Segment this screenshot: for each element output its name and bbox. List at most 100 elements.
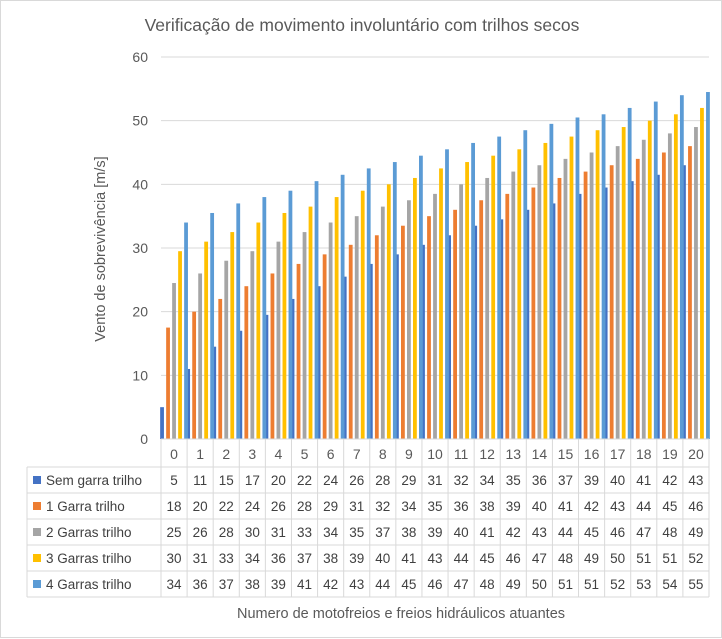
data-label: 42 bbox=[662, 473, 677, 488]
data-label: 29 bbox=[401, 473, 416, 488]
bar bbox=[679, 95, 684, 439]
bar bbox=[308, 206, 313, 439]
bar bbox=[523, 130, 528, 439]
bar bbox=[601, 114, 606, 440]
x-tick-label: 3 bbox=[248, 446, 256, 462]
data-label: 38 bbox=[480, 499, 495, 514]
bar bbox=[244, 286, 249, 439]
data-label: 15 bbox=[219, 473, 234, 488]
bar bbox=[334, 197, 339, 439]
data-label: 50 bbox=[532, 577, 547, 592]
legend-label: 2 Garras trilho bbox=[46, 525, 132, 540]
bar bbox=[178, 251, 182, 439]
x-tick-label: 15 bbox=[558, 446, 574, 462]
data-label: 47 bbox=[454, 577, 469, 592]
bar bbox=[186, 368, 191, 439]
bar bbox=[210, 212, 215, 439]
x-tick-label: 9 bbox=[405, 446, 413, 462]
bar bbox=[386, 184, 391, 439]
bar bbox=[595, 130, 600, 439]
bar bbox=[589, 152, 594, 439]
data-label: 28 bbox=[297, 499, 312, 514]
x-tick-label: 8 bbox=[379, 446, 387, 462]
bar bbox=[419, 155, 423, 439]
data-label: 44 bbox=[558, 525, 574, 540]
bar bbox=[485, 177, 490, 439]
x-tick-label: 13 bbox=[505, 446, 521, 462]
bar bbox=[453, 209, 457, 439]
data-label: 34 bbox=[401, 499, 417, 514]
data-label: 50 bbox=[610, 551, 625, 566]
data-label: 34 bbox=[323, 525, 339, 540]
data-label: 35 bbox=[349, 525, 364, 540]
data-label: 51 bbox=[662, 551, 677, 566]
bar bbox=[603, 187, 608, 439]
data-label: 24 bbox=[323, 473, 339, 488]
data-label: 49 bbox=[584, 551, 599, 566]
data-label: 43 bbox=[532, 525, 547, 540]
bar bbox=[667, 133, 672, 439]
bar bbox=[445, 149, 449, 440]
data-label: 34 bbox=[480, 473, 496, 488]
data-label: 31 bbox=[349, 499, 364, 514]
bar bbox=[635, 158, 640, 439]
data-label: 26 bbox=[271, 499, 286, 514]
bar bbox=[250, 251, 255, 439]
data-label: 30 bbox=[245, 525, 260, 540]
bar bbox=[688, 146, 692, 439]
data-label: 32 bbox=[375, 499, 390, 514]
data-label: 46 bbox=[427, 577, 442, 592]
bar bbox=[549, 123, 554, 439]
bar bbox=[270, 273, 275, 439]
bar bbox=[276, 241, 281, 439]
data-label: 43 bbox=[349, 577, 364, 592]
data-label: 52 bbox=[688, 551, 703, 566]
bar bbox=[621, 127, 626, 440]
data-label: 46 bbox=[688, 499, 703, 514]
bar bbox=[360, 190, 365, 439]
bar bbox=[459, 184, 463, 439]
data-label: 36 bbox=[454, 499, 469, 514]
bar bbox=[583, 171, 588, 439]
data-label: 48 bbox=[558, 551, 573, 566]
bar bbox=[380, 206, 385, 439]
bar bbox=[629, 181, 634, 439]
bar bbox=[505, 193, 510, 439]
bar bbox=[374, 235, 379, 439]
bar bbox=[465, 162, 469, 440]
bar bbox=[673, 114, 678, 440]
data-label: 26 bbox=[193, 525, 208, 540]
bar bbox=[427, 216, 431, 439]
data-label: 5 bbox=[170, 473, 178, 488]
data-label: 41 bbox=[297, 577, 312, 592]
y-tick-label: 50 bbox=[132, 113, 148, 129]
bar bbox=[328, 222, 333, 439]
bar bbox=[577, 193, 582, 439]
bar bbox=[511, 171, 516, 439]
y-tick-label: 0 bbox=[140, 431, 148, 447]
data-label: 36 bbox=[532, 473, 547, 488]
data-label: 35 bbox=[427, 499, 442, 514]
data-label: 34 bbox=[245, 551, 261, 566]
data-label: 48 bbox=[480, 577, 495, 592]
bar bbox=[288, 190, 293, 439]
x-tick-label: 12 bbox=[479, 446, 495, 462]
bar bbox=[413, 177, 417, 439]
bar bbox=[497, 136, 502, 440]
data-label: 51 bbox=[558, 577, 573, 592]
data-label: 20 bbox=[271, 473, 286, 488]
data-label: 54 bbox=[662, 577, 678, 592]
legend-label: 4 Garras trilho bbox=[46, 577, 132, 592]
data-label: 20 bbox=[193, 499, 208, 514]
legend-swatch bbox=[33, 528, 41, 536]
data-label: 41 bbox=[636, 473, 651, 488]
x-tick-label: 14 bbox=[532, 446, 548, 462]
data-label: 55 bbox=[688, 577, 703, 592]
bar bbox=[316, 286, 321, 439]
data-label: 40 bbox=[610, 473, 625, 488]
data-label: 31 bbox=[193, 551, 208, 566]
x-tick-label: 19 bbox=[662, 446, 678, 462]
bar bbox=[537, 165, 542, 439]
data-label: 37 bbox=[297, 551, 312, 566]
legend-swatch bbox=[33, 554, 41, 562]
